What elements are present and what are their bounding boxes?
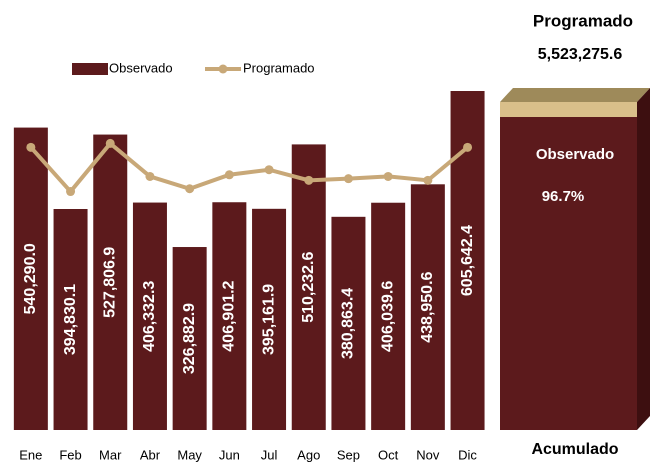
line-marker [343,174,353,184]
line-marker [145,171,155,181]
bar [13,127,48,430]
legend-label: Observado [109,60,173,75]
x-tick-label: Sep [337,447,360,462]
bar [212,202,247,430]
line-marker [304,175,314,185]
x-tick-label: Dic [458,447,477,462]
legend-label: Programado [243,60,315,75]
line-marker [423,175,433,185]
value-label: 406,901.2 [221,280,238,351]
x-tick-label: May [177,447,202,462]
value-label: 326,882.9 [181,303,198,374]
cumulative-top [500,88,650,102]
legend-marker [218,64,228,74]
value-label: 527,806.9 [101,247,118,318]
bar [93,134,128,430]
line-marker [383,171,393,181]
bar [371,202,406,430]
x-tick-label: Jun [219,447,240,462]
x-tick-label: Jul [261,447,278,462]
value-label: 605,642.4 [459,225,476,296]
line-marker [185,184,195,194]
bar [291,144,326,430]
x-tick-label: Feb [59,447,81,462]
value-label: 380,863.4 [340,288,357,359]
bar [252,208,287,430]
value-label: 406,332.3 [141,281,158,352]
x-tick-label: Ene [19,447,42,462]
cumulative-side [637,88,650,430]
bar [53,208,88,430]
legend-swatch [72,63,108,75]
bar [172,247,207,430]
cumulative-front [500,117,637,430]
x-tick-label: Abr [140,447,161,462]
summary-observado-label: Observado [536,146,614,163]
line-marker [26,142,36,152]
summary-footer: Acumulado [531,441,618,458]
x-tick-label: Mar [99,447,122,462]
value-label: 395,161.9 [260,284,277,355]
value-label: 510,232.6 [300,252,317,323]
line-marker [264,165,274,175]
value-label: 438,950.6 [419,271,436,342]
bar [410,184,445,430]
cumulative-programado-band [500,102,637,117]
summary-programado-total: 5,523,275.6 [538,46,623,63]
line-marker [105,138,115,148]
x-tick-label: Ago [297,447,320,462]
bar [331,216,366,430]
line-marker [224,170,234,180]
value-label: 540,290.0 [22,243,39,314]
x-tick-label: Oct [378,447,399,462]
value-label: 394,830.1 [62,284,79,355]
summary-programado-label: Programado [533,11,633,30]
x-tick-label: Nov [416,447,440,462]
bar [132,202,167,430]
value-label: 406,039.6 [379,281,396,352]
line [29,140,469,195]
line-marker [66,187,76,197]
line-marker [463,142,473,152]
summary-observado-percent: 96.7% [542,188,585,205]
